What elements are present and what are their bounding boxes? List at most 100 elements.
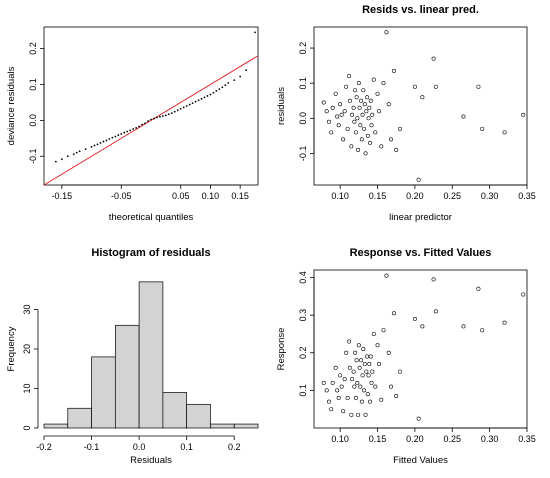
scatter-point <box>359 358 364 363</box>
qq-point <box>218 88 221 91</box>
scatter-point <box>370 369 375 374</box>
scatter-point <box>433 309 438 314</box>
qq-point <box>191 102 194 105</box>
qq-point <box>138 125 141 128</box>
scatter-point <box>351 369 356 374</box>
scatter-point <box>379 144 384 149</box>
scatter-point <box>353 130 358 135</box>
x-tick-label: 0.25 <box>443 191 461 201</box>
qq-point <box>78 150 81 153</box>
scatter-point <box>371 331 376 336</box>
scatter-point <box>521 292 526 297</box>
qq-point <box>114 135 117 138</box>
y-axis-label: residuals <box>276 87 287 125</box>
scatter-point <box>353 395 358 400</box>
qq-point <box>194 100 197 103</box>
x-tick-label: -0.1 <box>84 442 100 452</box>
y-axis-label: deviance residuals <box>6 66 17 145</box>
qq-point <box>105 139 108 142</box>
scatter-point <box>349 412 354 417</box>
qq-point <box>60 158 63 161</box>
scatter-point <box>363 412 368 417</box>
qq-point <box>75 151 78 154</box>
y-tick-label: 0.1 <box>28 78 38 91</box>
qq-point <box>111 136 114 139</box>
scatter-point <box>339 112 344 117</box>
x-tick-label: -0.2 <box>36 442 52 452</box>
scatter-point <box>330 380 335 385</box>
scatter-point <box>461 114 466 119</box>
scatter-point <box>364 369 369 374</box>
y-tick-label: 0.3 <box>298 309 308 322</box>
qq-point <box>197 99 200 102</box>
scatter-point <box>375 91 380 96</box>
scatter-point <box>379 397 384 402</box>
scatter-point <box>359 98 364 103</box>
scatter-point <box>391 68 396 73</box>
qq-point <box>108 138 111 140</box>
qq-point <box>176 109 179 112</box>
qq-point <box>123 131 126 134</box>
qq-point <box>188 103 191 106</box>
histogram-bar <box>138 281 164 429</box>
scatter-point <box>349 144 354 149</box>
x-tick-label: -0.15 <box>52 191 73 201</box>
scatter-point <box>347 74 352 79</box>
y-tick-label: 0 <box>22 425 32 430</box>
scatter-point <box>339 384 344 389</box>
histogram-bar <box>210 423 235 429</box>
qq-point <box>90 146 93 148</box>
scatter-point <box>351 105 356 110</box>
scatter-point <box>368 98 373 103</box>
qq-point <box>167 113 170 116</box>
scatter-point <box>369 123 374 128</box>
scatter-point <box>388 384 393 389</box>
scatter-point <box>333 91 338 96</box>
x-tick-label: 0.25 <box>443 434 461 444</box>
scatter-point <box>476 286 481 291</box>
qq-point <box>221 86 224 89</box>
scatter-point <box>344 84 349 89</box>
scatter-point <box>480 328 485 333</box>
qq-point <box>215 90 218 92</box>
scatter-point <box>433 84 438 89</box>
scatter-point <box>359 399 364 404</box>
scatter-point <box>352 119 357 124</box>
x-tick-label: 0.10 <box>202 191 220 201</box>
scatter-point <box>368 140 373 145</box>
scatter-point <box>377 109 382 114</box>
scatter-point <box>357 365 362 370</box>
y-tick-label: -0.1 <box>298 146 308 162</box>
scatter-point <box>345 395 350 400</box>
scatter-point <box>420 95 425 100</box>
scatter-point <box>388 137 393 142</box>
qq-point <box>72 153 75 156</box>
scatter-point <box>386 350 391 355</box>
qq-point <box>159 115 161 118</box>
plot-panel-2: Resids vs. linear pred. 0.10 0.15 0.20 0.25 0… <box>276 4 536 223</box>
scatter-point <box>381 328 386 333</box>
scatter-point <box>373 384 378 389</box>
scatter-point <box>326 119 331 124</box>
scatter-point <box>355 116 360 121</box>
qq-point <box>170 112 173 115</box>
y-tick-label: 0.1 <box>298 77 308 90</box>
scatter-point <box>335 114 340 119</box>
x-tick-label: 0.30 <box>481 191 499 201</box>
scatter-point <box>373 130 378 135</box>
scatter-point <box>321 100 326 105</box>
scatter-point <box>363 151 368 156</box>
qq-point <box>224 84 227 87</box>
scatter-point <box>357 105 362 110</box>
scatter-point <box>333 365 338 370</box>
scatter-point <box>345 126 350 131</box>
scatter-point <box>368 354 373 359</box>
plot-title: Resids vs. linear pred. <box>362 4 479 16</box>
scatter-point <box>502 130 507 135</box>
scatter-point <box>362 362 367 367</box>
scatter-point <box>461 324 466 329</box>
scatter-point <box>365 133 370 138</box>
scatter-point <box>370 112 375 117</box>
scatter-point <box>476 84 481 89</box>
scatter-point <box>329 130 334 135</box>
